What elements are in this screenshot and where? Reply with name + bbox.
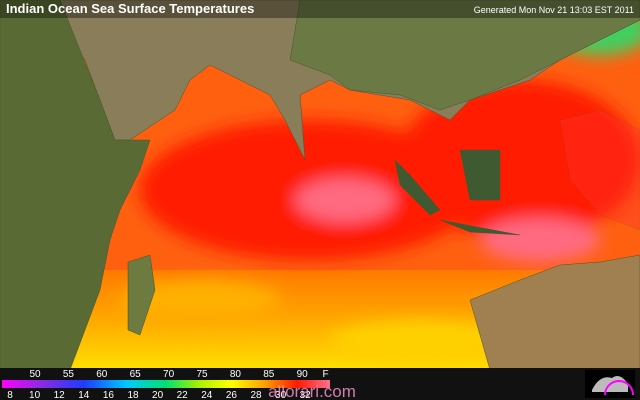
celsius-tick: 28 (250, 390, 262, 400)
fahrenheit-tick: 90 (297, 369, 309, 380)
celsius-tick: 32 (300, 390, 312, 400)
warm-pools (120, 5, 640, 360)
celsius-tick: 20 (152, 390, 164, 400)
fahrenheit-tick: 70 (163, 369, 175, 380)
celsius-tick: 22 (177, 390, 189, 400)
celsius-tick: 8 (7, 390, 13, 400)
celsius-tick: 16 (103, 390, 115, 400)
celsius-tick: 26 (226, 390, 238, 400)
generated-date: Generated Mon Nov 21 13:03 EST 2011 (474, 5, 634, 15)
celsius-tick: 24 (201, 390, 213, 400)
fahrenheit-tick: 50 (29, 369, 41, 380)
celsius-tick: 12 (54, 390, 66, 400)
celsius-tick: 30 (275, 390, 287, 400)
title: Indian Ocean Sea Surface Temperatures (6, 1, 254, 16)
celsius-tick: 14 (78, 390, 90, 400)
celsius-tick: 18 (127, 390, 139, 400)
color-bar (2, 380, 330, 388)
celsius-tick: 10 (29, 390, 41, 400)
fahrenheit-tick: 60 (96, 369, 108, 380)
fahrenheit-tick: 55 (63, 369, 75, 380)
logo-rainbow (604, 380, 634, 396)
fahrenheit-unit: F (323, 369, 329, 380)
title-bar (0, 0, 640, 18)
fahrenheit-tick: 75 (196, 369, 208, 380)
fahrenheit-tick: 65 (130, 369, 142, 380)
land (0, 0, 640, 371)
logo (585, 370, 635, 398)
fahrenheit-tick: 80 (230, 369, 242, 380)
legend-labels: 50 55 60 65 70 75 80 85 90 F 8 10 12 14 16 18 20 22 24 26 28… (7, 369, 328, 400)
fahrenheit-tick: 85 (263, 369, 275, 380)
watermark: allorari.com (268, 382, 356, 400)
